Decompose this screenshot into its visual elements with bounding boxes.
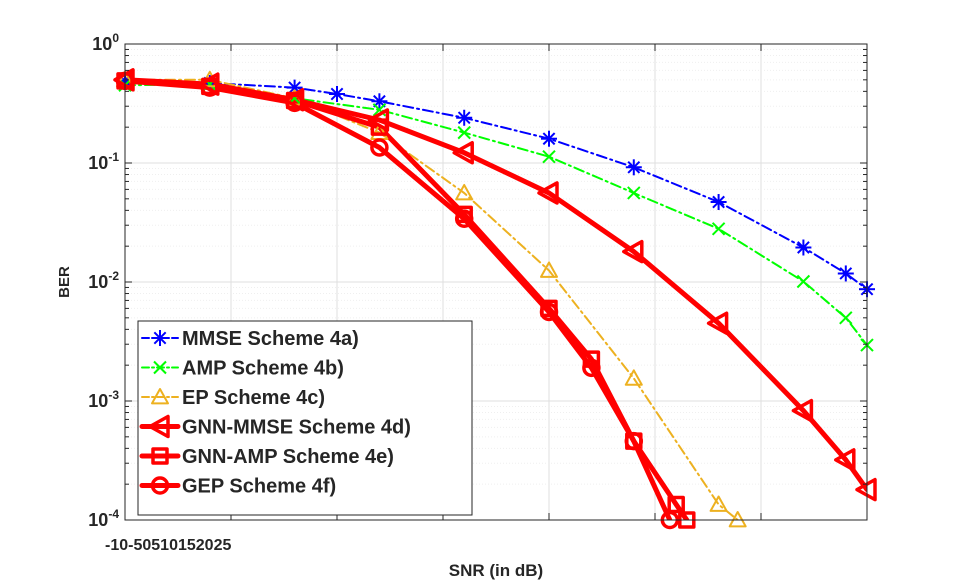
legend-entry: GEP Scheme 4f): [139, 476, 336, 498]
x-tick-label: 0: [142, 537, 151, 554]
x-tick-label: 15: [178, 537, 196, 554]
x-tick-label: 10: [160, 537, 178, 554]
asterisk-marker: [329, 86, 345, 103]
asterisk-marker: [152, 330, 168, 346]
asterisk-marker: [795, 239, 812, 256]
x-marker: [153, 360, 167, 375]
marker-group: [113, 68, 877, 530]
asterisk-marker: [625, 159, 642, 176]
legend: MMSE Scheme 4a) AMP Scheme 4b) EP Scheme 4…: [137, 320, 473, 516]
triangle-left-marker: [622, 239, 644, 264]
triangle-left-marker: [791, 398, 814, 423]
legend-entry: EP Scheme 4c): [141, 387, 325, 409]
triangle-left-marker: [834, 448, 856, 472]
series-line-0: [125, 79, 867, 291]
circle-marker: [624, 431, 644, 451]
asterisk-marker: [837, 265, 854, 282]
legend-label: GNN-MMSE Scheme 4d): [182, 417, 411, 439]
x-marker: [711, 222, 726, 236]
legend-entry: GNN-AMP Scheme 4e): [139, 446, 394, 468]
y-tick-label: 10-4: [88, 507, 119, 530]
x-tick-label: 5: [151, 537, 160, 554]
x-marker: [796, 274, 811, 289]
x-tick-labels: -10-50510152025: [105, 537, 231, 554]
x-tick-label: 20: [196, 537, 214, 554]
x-tick-label: 25: [214, 537, 232, 554]
x-marker: [457, 125, 471, 140]
circle-marker: [582, 358, 601, 378]
legend-label: GNN-AMP Scheme 4e): [182, 446, 394, 468]
asterisk-marker: [371, 93, 388, 110]
triangle-up-marker: [151, 388, 169, 405]
y-tick-label: 10-3: [88, 388, 119, 411]
square-marker: [582, 350, 601, 368]
triangle-up-marker: [540, 261, 558, 278]
triangle-up-marker: [455, 183, 474, 201]
triangle-left-marker: [537, 181, 559, 205]
asterisk-marker: [541, 130, 557, 147]
legend-label: AMP Scheme 4b): [182, 358, 344, 380]
square-marker: [151, 447, 169, 465]
square-marker: [667, 495, 685, 514]
circle-marker: [285, 93, 304, 113]
circle-marker: [370, 138, 389, 157]
triangle-left-marker: [148, 414, 170, 439]
triangle-up-marker: [728, 511, 747, 528]
x-axis-label: SNR (in dB): [449, 561, 543, 580]
x-tick-label: -5: [128, 537, 142, 554]
legend-label: GEP Scheme 4f): [182, 476, 336, 498]
series-line-5: [125, 78, 673, 520]
y-axis-label: BER: [56, 266, 73, 298]
asterisk-marker: [456, 109, 473, 126]
legend-box: [137, 320, 473, 516]
legend-label: EP Scheme 4c): [182, 387, 325, 409]
legend-entry: GNN-MMSE Scheme 4d): [139, 414, 411, 439]
y-tick-label: 100: [92, 31, 119, 54]
y-tick-label: 10-2: [88, 269, 119, 292]
y-tick-label: 10-1: [88, 150, 119, 173]
x-marker: [839, 311, 853, 325]
legend-entry: MMSE Scheme 4a): [141, 328, 359, 350]
series-group: [125, 77, 867, 520]
circle-marker: [200, 78, 220, 97]
circle-marker: [150, 476, 170, 495]
x-tick-label: -10: [105, 537, 128, 554]
legend-entry: AMP Scheme 4b): [141, 358, 344, 380]
x-marker: [542, 149, 556, 164]
x-marker: [627, 186, 641, 200]
circle-marker: [454, 209, 474, 229]
square-marker: [370, 118, 389, 136]
triangle-up-marker: [624, 369, 643, 386]
series-line-2: [125, 78, 739, 520]
triangle-up-marker: [709, 495, 728, 512]
triangle-left-marker: [706, 311, 729, 336]
asterisk-marker: [710, 194, 727, 211]
circle-marker: [539, 302, 559, 322]
triangle-left-marker: [452, 140, 474, 165]
legend-label: MMSE Scheme 4a): [182, 328, 359, 350]
